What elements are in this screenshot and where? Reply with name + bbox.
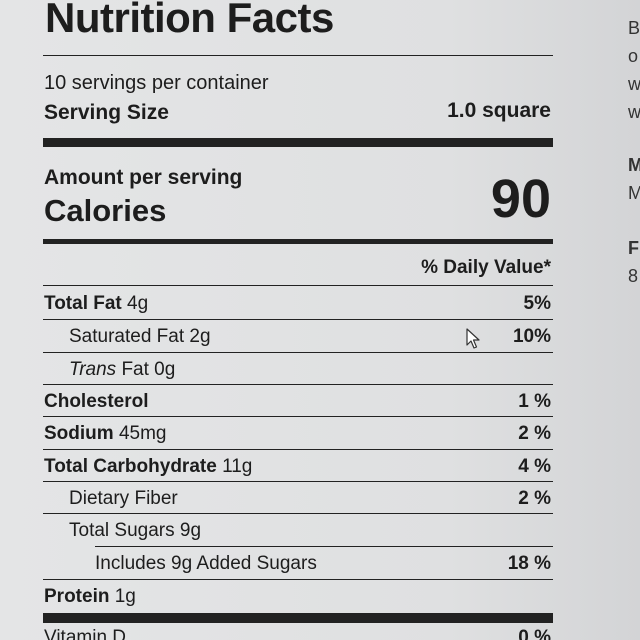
nutrient-cholesterol: Cholesterol xyxy=(44,391,149,413)
divider-row xyxy=(95,546,553,547)
nutrient-trans-fat: Trans Fat 0g xyxy=(69,359,175,381)
servings-per-container: 10 servings per container xyxy=(44,72,269,94)
divider-row xyxy=(43,513,553,514)
sidebar-fragment: M xyxy=(628,183,640,203)
nutrient-name: Trans xyxy=(69,359,117,380)
nutrient-name: Includes 9g Added Sugars xyxy=(95,553,317,574)
nutrient-dv: 0 % xyxy=(518,627,551,640)
nutrient-dv: 2 % xyxy=(518,423,551,444)
nutrient-dv: 1 % xyxy=(518,391,551,412)
calories-value: 90 xyxy=(490,169,551,229)
divider-row xyxy=(43,285,553,286)
sidebar-fragment: w xyxy=(628,74,640,94)
sidebar-fragment: w xyxy=(628,102,640,122)
nutrient-protein: Protein 1g xyxy=(44,586,136,608)
divider-row xyxy=(43,579,553,580)
nutrient-name: Total Carbohydrate xyxy=(44,456,217,477)
nutrient-saturated-fat: Saturated Fat 2g xyxy=(69,326,211,348)
nutrient-added-sugars: Includes 9g Added Sugars xyxy=(95,553,317,575)
nutrient-dv: 18 % xyxy=(507,553,551,574)
sidebar-fragment: o xyxy=(628,46,639,66)
divider-row xyxy=(43,416,553,417)
nutrient-amount: 45mg xyxy=(118,423,167,444)
nutrient-name: Total Fat xyxy=(44,293,122,314)
divider-thick xyxy=(43,613,553,623)
divider-row xyxy=(43,384,553,385)
nutrient-amount: 11g xyxy=(222,456,253,477)
label-title: Nutrition Facts xyxy=(45,0,334,41)
serving-size-value: 1.0 square xyxy=(447,99,551,122)
nutrient-dv: 10% xyxy=(512,326,551,347)
nutrient-sodium: Sodium 45mg xyxy=(44,423,166,445)
nutrient-name: Protein xyxy=(44,586,110,607)
divider-row xyxy=(43,449,553,450)
nutrient-dv: 5% xyxy=(523,293,551,314)
mouse-pointer-icon xyxy=(466,328,480,349)
nutrient-name: Dietary Fiber xyxy=(69,488,178,509)
sidebar-fragment: M xyxy=(628,155,640,175)
divider-row xyxy=(43,319,553,320)
nutrient-name: Cholesterol xyxy=(44,391,149,412)
nutrient-amount: 1g xyxy=(114,586,136,607)
nutrient-name: Sodium xyxy=(44,423,114,444)
divider-thick xyxy=(43,138,553,147)
sidebar-fragment: 8 xyxy=(628,266,639,286)
divider-thin xyxy=(43,55,553,56)
nutrient-vitamin-d: Vitamin D xyxy=(44,627,127,640)
nutrition-facts-label: Nutrition Facts 10 servings per containe… xyxy=(43,0,553,640)
sidebar-fragment: B xyxy=(628,18,640,38)
nutrient-dietary-fiber: Dietary Fiber xyxy=(69,488,178,510)
calories-label: Calories xyxy=(44,193,167,228)
nutrient-dv: 4 % xyxy=(518,456,551,477)
nutrient-dv: 2 % xyxy=(518,488,551,509)
nutrient-name: Saturated Fat xyxy=(69,326,185,347)
nutrient-name: Total Sugars xyxy=(69,520,175,541)
nutrient-amount: Fat 0g xyxy=(121,359,176,380)
divider-medium xyxy=(43,239,553,244)
divider-row xyxy=(43,352,553,353)
daily-value-header: % Daily Value* xyxy=(421,257,551,278)
nutrient-total-fat: Total Fat 4g xyxy=(44,293,148,315)
sidebar-fragment: F xyxy=(628,238,639,258)
nutrient-total-carbohydrate: Total Carbohydrate 11g xyxy=(44,456,252,478)
nutrient-amount: 2g xyxy=(189,326,211,347)
divider-row xyxy=(43,481,553,482)
amount-per-serving: Amount per serving xyxy=(44,166,243,189)
nutrient-total-sugars: Total Sugars 9g xyxy=(69,520,201,542)
nutrient-amount: 9g xyxy=(179,520,202,541)
nutrient-amount: 4g xyxy=(127,293,149,314)
serving-size-label: Serving Size xyxy=(44,101,169,124)
